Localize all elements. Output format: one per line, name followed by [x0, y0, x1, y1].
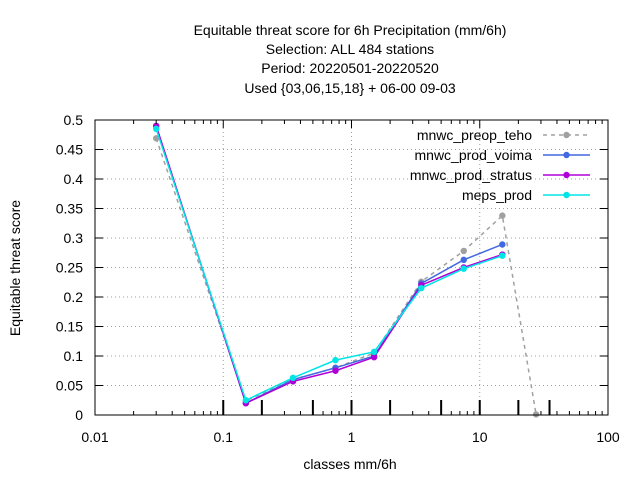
x-tick-label: 100 [596, 429, 620, 445]
legend-label: mnwc_prod_voima [415, 147, 533, 163]
data-point [499, 212, 506, 219]
data-point [499, 241, 506, 248]
title-line-4: Used {03,06,15,18} + 06-00 09-03 [244, 80, 456, 96]
data-point [152, 135, 160, 142]
series-mnwc_prod_stratus [152, 122, 506, 407]
axis-ticks [94, 119, 609, 416]
title-line-1: Equitable threat score for 6h Precipitat… [194, 22, 507, 38]
tick-labels: 0 0.05 0.1 0.15 0.2 0.25 0.3 0.35 0.4 0.45 0.5 0.01… [56, 112, 620, 445]
data-point [460, 247, 467, 255]
series-line [155, 128, 503, 402]
x-tick-label: 10 [472, 429, 488, 445]
x-axis-label: classes mm/6h [303, 456, 396, 472]
legend-marker [563, 171, 570, 179]
data-point [370, 348, 378, 356]
data-point [332, 356, 339, 364]
legend-label: meps_prod [462, 187, 532, 203]
y-tick-label: 0.15 [56, 319, 83, 335]
data-point [499, 252, 506, 259]
y-tick-label: 0.25 [56, 260, 83, 276]
legend-marker [563, 191, 570, 199]
title-line-2: Selection: ALL 484 stations [266, 41, 434, 57]
title-line-3: Period: 20220501-20220520 [261, 60, 439, 76]
x-tick-label: 0.01 [81, 429, 108, 445]
legend-marker [563, 131, 570, 139]
data-point [152, 125, 160, 133]
chart-title: Equitable threat score for 6h Precipitat… [194, 22, 507, 96]
x-tick-label: 1 [348, 429, 356, 445]
y-axis-label: Equitable threat score [7, 200, 23, 336]
data-point [370, 353, 378, 361]
y-tick-label: 0 [75, 407, 83, 423]
series-line [155, 138, 537, 415]
series-lines [152, 122, 540, 418]
y-tick-label: 0.35 [56, 201, 83, 217]
data-point [460, 265, 467, 272]
series-line [155, 125, 503, 405]
data-point [289, 374, 297, 382]
y-tick-label: 0.1 [64, 348, 84, 364]
y-tick-label: 0.4 [64, 171, 84, 187]
x-tick-label: 0.1 [214, 429, 234, 445]
grid [95, 120, 608, 415]
data-point [460, 256, 467, 264]
y-tick-label: 0.5 [64, 112, 84, 128]
data-point [242, 397, 250, 404]
class-threshold-marks [222, 400, 551, 415]
series-mnwc_prod_voima [152, 122, 506, 407]
y-tick-label: 0.45 [56, 142, 83, 158]
y-tick-label: 0.2 [64, 289, 84, 305]
data-point [532, 411, 540, 418]
series-meps_prod [152, 125, 506, 404]
legend: mnwc_preop_teho mnwc_prod_voima mnwc_prod_… [410, 127, 590, 203]
y-tick-label: 0.05 [56, 378, 83, 394]
legend-label: mnwc_preop_teho [417, 127, 532, 143]
y-tick-label: 0.3 [64, 230, 84, 246]
data-point [418, 284, 425, 292]
legend-marker [563, 151, 570, 159]
data-point [332, 367, 339, 374]
legend-label: mnwc_prod_stratus [410, 167, 532, 183]
